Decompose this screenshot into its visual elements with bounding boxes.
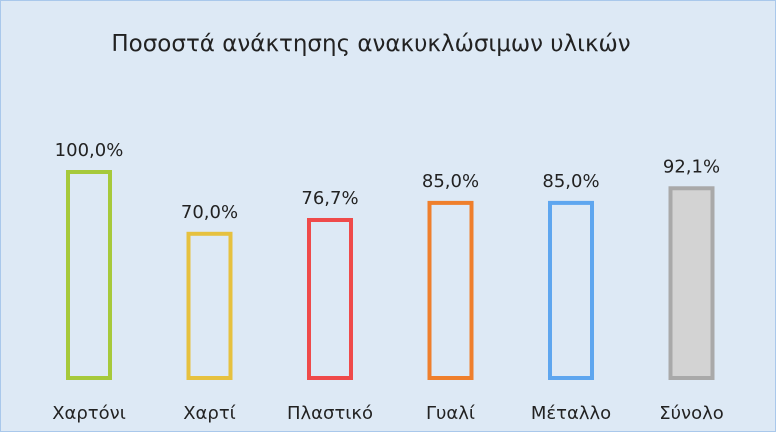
- bar: [668, 186, 715, 380]
- bar: [66, 170, 112, 380]
- value-label: 92,1%: [663, 156, 720, 177]
- x-tick-label: Σύνολο: [659, 403, 724, 424]
- value-label: 70,0%: [181, 202, 238, 223]
- bar: [186, 231, 233, 380]
- value-label: 85,0%: [422, 171, 479, 192]
- x-tick-label: Πλαστικό: [287, 403, 373, 424]
- bar: [307, 217, 353, 380]
- value-label: 76,7%: [301, 188, 358, 209]
- bar: [427, 200, 474, 380]
- x-tick-label: Χαρτί: [183, 403, 236, 424]
- value-label: 100,0%: [55, 140, 124, 161]
- x-tick-label: Γυαλί: [426, 403, 475, 424]
- value-label: 85,0%: [542, 171, 599, 192]
- bar: [548, 200, 594, 380]
- chart-title: Ποσοστά ανάκτησης ανακυκλώσιμων υλικών: [111, 31, 631, 57]
- x-tick-label: Μέταλλο: [531, 403, 611, 424]
- x-tick-label: Χαρτόνι: [52, 403, 126, 424]
